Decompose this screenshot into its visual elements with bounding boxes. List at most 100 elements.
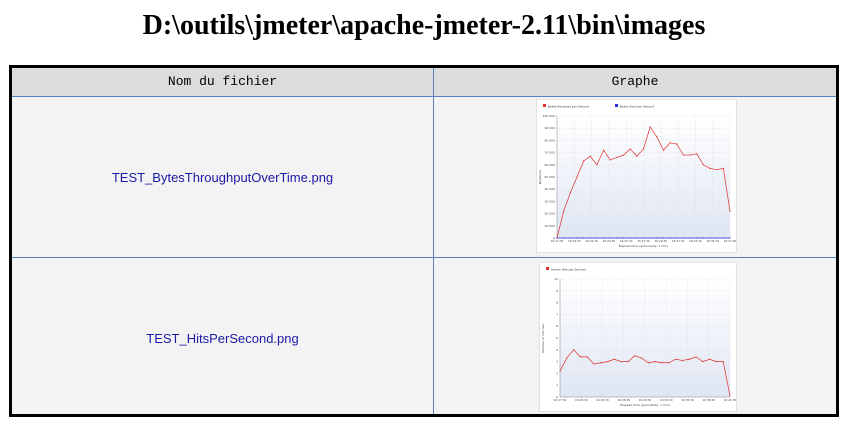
graph-thumbnail-hits-per-second[interactable]: Server Hits per Second 0 1 2 3 4 5 6 7 8 9 10 Number… [539, 262, 737, 412]
data-point [609, 237, 611, 239]
y-tick-label: 30 000 [545, 199, 556, 203]
data-point [596, 237, 598, 239]
data-point [649, 126, 651, 128]
data-point [622, 237, 625, 239]
data-point [695, 356, 697, 358]
y-tick-label: 0 [556, 395, 558, 399]
x-tick-label: 16:19:30 [568, 239, 581, 243]
data-point [620, 361, 622, 363]
data-point [602, 237, 605, 239]
data-point [569, 192, 571, 194]
y-tick-label: 0 [553, 236, 555, 240]
legend-label: Bytes Received per Second [548, 105, 589, 109]
y-tick-label: 80 000 [545, 138, 556, 142]
data-point [675, 358, 677, 360]
data-point [647, 362, 649, 364]
x-tick-label: 16:35:30 [706, 239, 719, 243]
column-header-filename[interactable]: Nom du fichier [167, 74, 278, 89]
y-tick-label: 20 000 [545, 212, 556, 216]
y-tick-label: 40 000 [545, 187, 556, 191]
y-tick-label: 8 [556, 301, 558, 305]
x-tick-label: 16:23:30 [603, 239, 616, 243]
data-point [627, 361, 629, 363]
y-axis-label: Bytes/sec [538, 169, 542, 184]
y-tick-label: 100 000 [543, 114, 555, 118]
data-point [642, 237, 645, 239]
data-point [702, 237, 704, 239]
column-header-graph[interactable]: Graphe [611, 74, 659, 89]
file-table: Nom du fichier Graphe TEST_BytesThroughp… [9, 65, 839, 417]
data-point [696, 237, 698, 239]
data-point [729, 237, 731, 239]
legend-swatch [546, 267, 549, 270]
data-point [556, 237, 558, 239]
x-tick-label: 16:29:30 [655, 239, 668, 243]
data-point [709, 358, 711, 360]
data-point [563, 210, 565, 212]
x-tick-label: 16:17:30 [551, 239, 564, 243]
data-point [636, 237, 638, 239]
y-tick-label: 5 [556, 336, 558, 340]
data-point [682, 154, 685, 156]
data-point [729, 210, 731, 212]
data-point [583, 160, 585, 162]
data-point [642, 148, 645, 150]
y-tick-label: 50 000 [545, 175, 556, 179]
y-tick-label: 9 [556, 289, 558, 293]
x-tick-label: 16:41:30 [724, 398, 736, 402]
y-tick-label: 2 [556, 371, 558, 375]
column-divider [433, 68, 434, 414]
data-point [616, 156, 618, 159]
data-point [596, 164, 598, 166]
y-tick-label: 1 [556, 383, 558, 387]
x-tick-label: 16:17:30 [554, 398, 567, 402]
data-point [696, 153, 698, 155]
y-tick-label: 10 000 [545, 224, 556, 228]
row-divider [12, 257, 836, 258]
data-point [709, 167, 711, 170]
data-point [607, 361, 609, 363]
data-point [722, 237, 724, 239]
data-point [681, 359, 683, 362]
data-point [634, 355, 636, 357]
file-link-hits-per-second[interactable]: TEST_HitsPerSecond.png [146, 331, 299, 346]
data-point [716, 169, 718, 171]
graph-thumbnail-bytes-throughput[interactable]: Bytes Received per Second Bytes Sent per … [536, 99, 737, 253]
file-link-bytes-throughput[interactable]: TEST_BytesThroughputOverTime.png [111, 170, 334, 185]
data-point [702, 164, 704, 166]
data-point [688, 358, 690, 360]
data-point [715, 361, 717, 363]
data-point [656, 136, 658, 138]
data-point [593, 363, 595, 365]
data-point [709, 237, 711, 239]
data-point [602, 149, 605, 151]
y-tick-label: 60 000 [545, 163, 556, 167]
x-tick-label: 16:35:30 [681, 398, 694, 402]
data-point [589, 155, 591, 157]
data-point [609, 159, 611, 161]
data-point [729, 395, 731, 397]
data-point [583, 237, 585, 239]
y-tick-label: 70 000 [545, 151, 556, 155]
data-point [661, 362, 663, 364]
data-point [589, 237, 591, 239]
data-point [616, 237, 618, 239]
data-point [669, 142, 671, 144]
y-tick-label: 4 [556, 348, 558, 352]
table-header-row: Nom du fichier Graphe [12, 68, 836, 97]
data-point [579, 356, 581, 358]
y-tick-label: 7 [556, 312, 558, 316]
data-point [682, 237, 685, 239]
x-tick-label: 16:38:30 [702, 398, 715, 402]
x-tick-label: 16:29:30 [639, 398, 652, 402]
hits-per-second-chart: Server Hits per Second 0 1 2 3 4 5 6 7 8 9 10 Number… [541, 267, 736, 407]
data-point [689, 237, 691, 239]
data-point [716, 237, 718, 239]
x-tick-label: 16:31:30 [672, 239, 685, 243]
data-point [676, 237, 678, 239]
y-tick-label: 3 [556, 360, 558, 364]
data-point [566, 357, 568, 359]
x-tick-label: 16:26:30 [617, 398, 630, 402]
data-point [569, 237, 571, 239]
data-point [622, 154, 625, 156]
